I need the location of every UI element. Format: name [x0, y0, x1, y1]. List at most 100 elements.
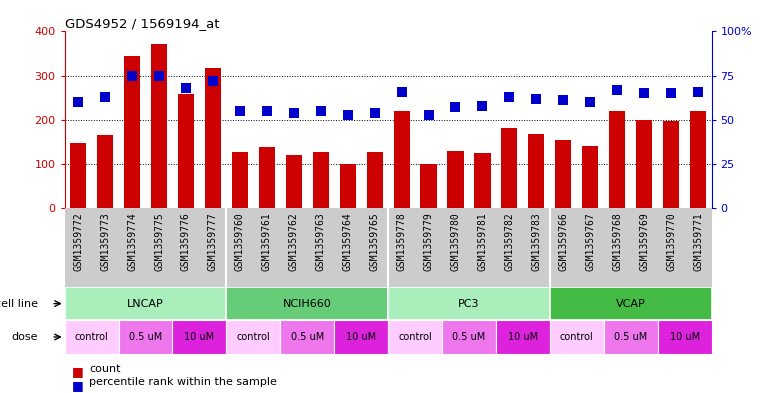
Bar — [658, 320, 712, 354]
Bar — [232, 152, 248, 208]
Text: 10 uM: 10 uM — [184, 332, 215, 342]
Point — [611, 86, 623, 93]
Text: control: control — [75, 332, 109, 342]
Point — [99, 94, 111, 100]
Point — [180, 85, 192, 91]
Bar — [556, 140, 572, 208]
Text: 0.5 uM: 0.5 uM — [614, 332, 648, 342]
Bar — [474, 153, 491, 208]
Text: ■: ■ — [72, 365, 84, 378]
Bar — [173, 320, 227, 354]
Text: LNCAP: LNCAP — [127, 299, 164, 309]
Bar — [388, 320, 442, 354]
Text: 10 uM: 10 uM — [670, 332, 699, 342]
Point — [207, 78, 219, 84]
Text: 0.5 uM: 0.5 uM — [291, 332, 324, 342]
Bar — [393, 111, 409, 208]
Point — [234, 108, 246, 114]
Text: GSM1359766: GSM1359766 — [559, 212, 568, 271]
Text: GSM1359777: GSM1359777 — [208, 212, 218, 271]
Text: GSM1359761: GSM1359761 — [262, 212, 272, 271]
Bar — [582, 146, 598, 208]
Bar — [447, 151, 463, 208]
Text: GSM1359767: GSM1359767 — [585, 212, 595, 271]
Bar — [609, 111, 626, 208]
Bar — [151, 44, 167, 208]
Point — [261, 108, 273, 114]
Bar — [65, 320, 119, 354]
Text: GSM1359762: GSM1359762 — [288, 212, 299, 271]
Text: 10 uM: 10 uM — [346, 332, 376, 342]
Text: GSM1359769: GSM1359769 — [639, 212, 649, 271]
Text: GSM1359783: GSM1359783 — [531, 212, 541, 271]
Text: control: control — [398, 332, 432, 342]
Point — [314, 108, 326, 114]
Bar — [367, 152, 383, 208]
Bar — [339, 164, 356, 208]
Point — [153, 72, 165, 79]
Text: GSM1359770: GSM1359770 — [666, 212, 676, 271]
Text: VCAP: VCAP — [616, 299, 645, 309]
Point — [584, 99, 597, 105]
Text: GSM1359771: GSM1359771 — [693, 212, 703, 271]
Bar — [442, 320, 496, 354]
Text: GSM1359781: GSM1359781 — [477, 212, 488, 271]
Point — [288, 110, 300, 116]
Text: GSM1359774: GSM1359774 — [127, 212, 137, 271]
Point — [342, 112, 354, 118]
Bar — [501, 128, 517, 208]
Bar — [178, 94, 194, 208]
Text: cell line: cell line — [0, 299, 38, 309]
Bar — [97, 135, 113, 208]
Bar — [550, 320, 603, 354]
Text: GSM1359764: GSM1359764 — [342, 212, 352, 271]
Text: GSM1359776: GSM1359776 — [181, 212, 191, 271]
Text: ■: ■ — [72, 379, 84, 392]
Bar — [227, 320, 280, 354]
Bar — [496, 320, 550, 354]
Text: GSM1359775: GSM1359775 — [154, 212, 164, 271]
Bar — [227, 287, 388, 320]
Bar — [663, 121, 679, 208]
Text: GSM1359780: GSM1359780 — [451, 212, 460, 271]
Point — [450, 104, 462, 111]
Point — [692, 88, 704, 95]
Point — [126, 72, 139, 79]
Text: dose: dose — [11, 332, 38, 342]
Point — [557, 97, 569, 103]
Bar — [528, 134, 544, 208]
Text: GSM1359772: GSM1359772 — [73, 212, 83, 271]
Text: GSM1359763: GSM1359763 — [316, 212, 326, 271]
Bar — [70, 143, 86, 208]
Bar — [388, 287, 550, 320]
Bar — [124, 56, 140, 208]
Bar — [205, 68, 221, 208]
Text: PC3: PC3 — [458, 299, 479, 309]
Text: GSM1359782: GSM1359782 — [505, 212, 514, 271]
Bar — [285, 155, 302, 208]
Text: GDS4952 / 1569194_at: GDS4952 / 1569194_at — [65, 17, 219, 30]
Text: GSM1359778: GSM1359778 — [396, 212, 406, 271]
Text: GSM1359768: GSM1359768 — [612, 212, 622, 271]
Bar — [259, 147, 275, 208]
Point — [665, 90, 677, 96]
Text: control: control — [560, 332, 594, 342]
Point — [396, 88, 408, 95]
Point — [422, 112, 435, 118]
Bar — [280, 320, 334, 354]
Text: 0.5 uM: 0.5 uM — [452, 332, 486, 342]
Text: GSM1359765: GSM1359765 — [370, 212, 380, 271]
Point — [368, 110, 380, 116]
Text: count: count — [89, 364, 120, 373]
Bar — [313, 152, 329, 208]
Bar — [603, 320, 658, 354]
Bar — [636, 120, 652, 208]
Point — [638, 90, 650, 96]
Bar — [690, 111, 706, 208]
Text: GSM1359760: GSM1359760 — [235, 212, 245, 271]
Text: GSM1359779: GSM1359779 — [424, 212, 434, 271]
Bar — [550, 287, 712, 320]
Text: 0.5 uM: 0.5 uM — [129, 332, 162, 342]
Text: GSM1359773: GSM1359773 — [100, 212, 110, 271]
Text: 10 uM: 10 uM — [508, 332, 538, 342]
